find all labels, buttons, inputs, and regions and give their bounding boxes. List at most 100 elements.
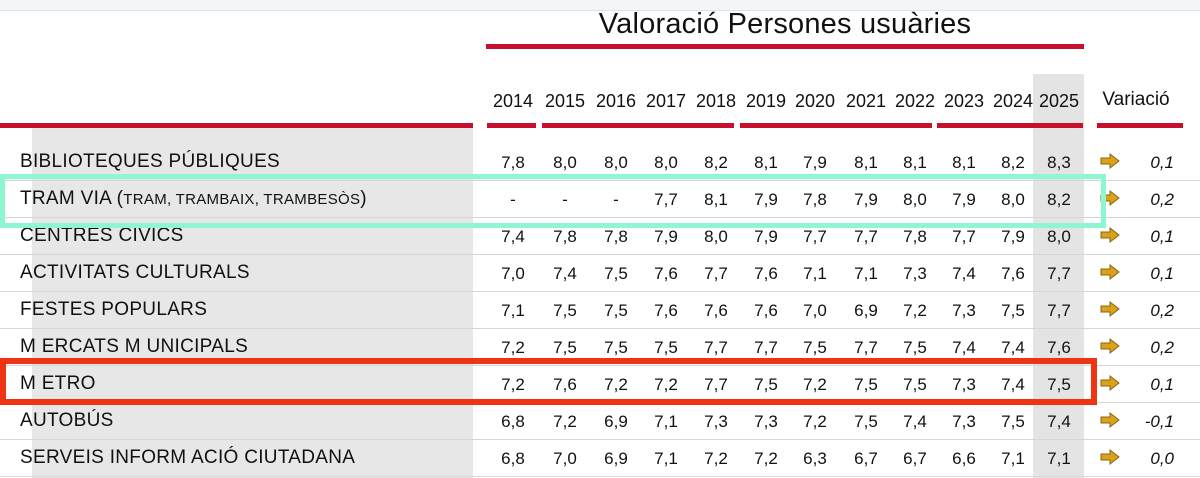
cell-2019: 8,1	[754, 153, 778, 172]
row-label-text: AUTOBÚS	[20, 410, 114, 431]
arrow-right-icon	[1100, 226, 1120, 244]
cell-2024: 7,1	[1001, 449, 1025, 468]
cell-2019: 7,6	[754, 301, 778, 320]
cell-2024: 8,2	[1001, 153, 1025, 172]
cell-2014: 6,8	[501, 412, 525, 431]
variation-value: -0,1	[1144, 412, 1174, 431]
arrow-right-icon	[1100, 263, 1120, 281]
cell-2021: 7,5	[854, 375, 878, 394]
variation-value: 0,2	[1150, 190, 1174, 209]
table-row: FESTES POPULARS 7,1 7,5 7,5 7,6 7,6 7,6 7,0 6,9 7…	[0, 292, 1200, 329]
row-label-text: M ETRO	[20, 373, 96, 394]
cell-2014: 7,1	[501, 301, 525, 320]
cell-2015: 7,4	[553, 264, 577, 283]
cell-2016: 7,2	[604, 375, 628, 394]
cell-2018: 7,2	[704, 449, 728, 468]
cell-2022: 7,3	[903, 264, 927, 283]
row-divider	[0, 476, 1200, 477]
arrow-right-icon	[1100, 300, 1120, 318]
table-row: TRAM VIA (TRAM, TRAMBAIX, TRAMBESÒS) - - - 7…	[0, 181, 1200, 218]
cell-2014: 6,8	[501, 449, 525, 468]
header-rule-variation	[1097, 123, 1183, 128]
table-row: AUTOBÚS 6,8 7,2 6,9 7,1 7,3 7,3 7,2 7,5 7,4 7,3 7,5…	[0, 403, 1200, 440]
cell-2025: 7,4	[1047, 412, 1071, 431]
row-label: TRAM VIA (TRAM, TRAMBAIX, TRAMBESÒS)	[20, 188, 367, 210]
cell-2022: 8,0	[903, 190, 927, 209]
cell-2021: 7,5	[854, 412, 878, 431]
cell-2016: 7,5	[604, 301, 628, 320]
row-divider	[0, 291, 1200, 292]
cell-2016: 7,5	[604, 264, 628, 283]
arrow-right-icon	[1100, 411, 1120, 429]
header-rule-2014	[487, 123, 536, 128]
variation-value: 0,1	[1150, 375, 1174, 394]
row-divider	[0, 217, 1200, 218]
cell-2014: 7,8	[501, 153, 525, 172]
row-label-suffix: )	[360, 188, 367, 209]
cell-2019: 7,3	[754, 412, 778, 431]
cell-2015: 7,8	[553, 227, 577, 246]
arrow-right-icon	[1100, 374, 1120, 392]
cell-2022: 7,5	[903, 338, 927, 357]
variation-value: 0,1	[1150, 153, 1174, 172]
cell-2017: 8,0	[654, 153, 678, 172]
cell-2023: 6,6	[952, 449, 976, 468]
year-header-2019: 2019	[745, 91, 787, 111]
cell-2022: 7,2	[903, 301, 927, 320]
cell-2017: 7,2	[654, 375, 678, 394]
row-label-text: SERVEIS INFORM ACIÓ CIUTADANA	[20, 447, 356, 468]
cell-2018: 8,1	[704, 190, 728, 209]
cell-2020: 7,9	[803, 153, 827, 172]
cell-2025: 8,3	[1047, 153, 1071, 172]
cell-2018: 7,7	[704, 338, 728, 357]
row-divider	[0, 180, 1200, 181]
cell-2017: 7,6	[654, 264, 678, 283]
cell-2017: 7,1	[654, 412, 678, 431]
arrow-right-icon	[1100, 448, 1120, 466]
cell-2014: 7,4	[501, 227, 525, 246]
cell-2016: 6,9	[604, 412, 628, 431]
row-label-text: CENTRES CÍVICS	[20, 225, 184, 246]
table-row: M ERCATS M UNICIPALS 7,2 7,5 7,5 7,5 7,7 7,7 7,…	[0, 329, 1200, 366]
year-header-2018: 2018	[695, 91, 737, 111]
cell-2024: 7,6	[1001, 264, 1025, 283]
cell-2016: -	[613, 190, 619, 209]
row-label: SERVEIS INFORM ACIÓ CIUTADANA	[20, 447, 355, 469]
arrow-right-icon	[1100, 337, 1120, 355]
year-header-2023: 2023	[943, 91, 985, 111]
header-rule-label	[0, 123, 473, 128]
row-label: M ETRO	[20, 373, 96, 395]
header-rule-2023-2025	[937, 123, 1083, 128]
cell-2014: 7,2	[501, 375, 525, 394]
cell-2024: 8,0	[1001, 190, 1025, 209]
year-header-2015: 2015	[544, 91, 586, 111]
cell-2019: 7,6	[754, 264, 778, 283]
cell-2022: 7,8	[903, 227, 927, 246]
row-label: CENTRES CÍVICS	[20, 225, 184, 247]
header-rule-2019-2022	[740, 123, 932, 128]
cell-2022: 8,1	[903, 153, 927, 172]
label-column-background	[32, 128, 473, 478]
cell-2023: 7,4	[952, 338, 976, 357]
cell-2025: 7,1	[1047, 449, 1071, 468]
cell-2015: 7,2	[553, 412, 577, 431]
cell-2020: 7,2	[803, 375, 827, 394]
cell-2023: 7,3	[952, 375, 976, 394]
table-row: ACTIVITATS CULTURALS 7,0 7,4 7,5 7,6 7,7 7,6 7,…	[0, 255, 1200, 292]
cell-2017: 7,6	[654, 301, 678, 320]
highlight-box-metro	[0, 358, 1097, 405]
cell-2015: 7,6	[553, 375, 577, 394]
cell-2015: 7,0	[553, 449, 577, 468]
row-divider	[0, 439, 1200, 440]
row-label: AUTOBÚS	[20, 410, 114, 432]
cell-2022: 7,5	[903, 375, 927, 394]
cell-2016: 7,8	[604, 227, 628, 246]
year-header-2022: 2022	[894, 91, 936, 111]
cell-2025: 7,6	[1047, 338, 1071, 357]
cell-2020: 7,8	[803, 190, 827, 209]
cell-2021: 7,1	[854, 264, 878, 283]
table-row: SERVEIS INFORM ACIÓ CIUTADANA 6,8 7,0 6,9 7,…	[0, 440, 1200, 477]
row-label: ACTIVITATS CULTURALS	[20, 262, 250, 284]
cell-2025: 8,2	[1047, 190, 1071, 209]
cell-2025: 7,7	[1047, 264, 1071, 283]
